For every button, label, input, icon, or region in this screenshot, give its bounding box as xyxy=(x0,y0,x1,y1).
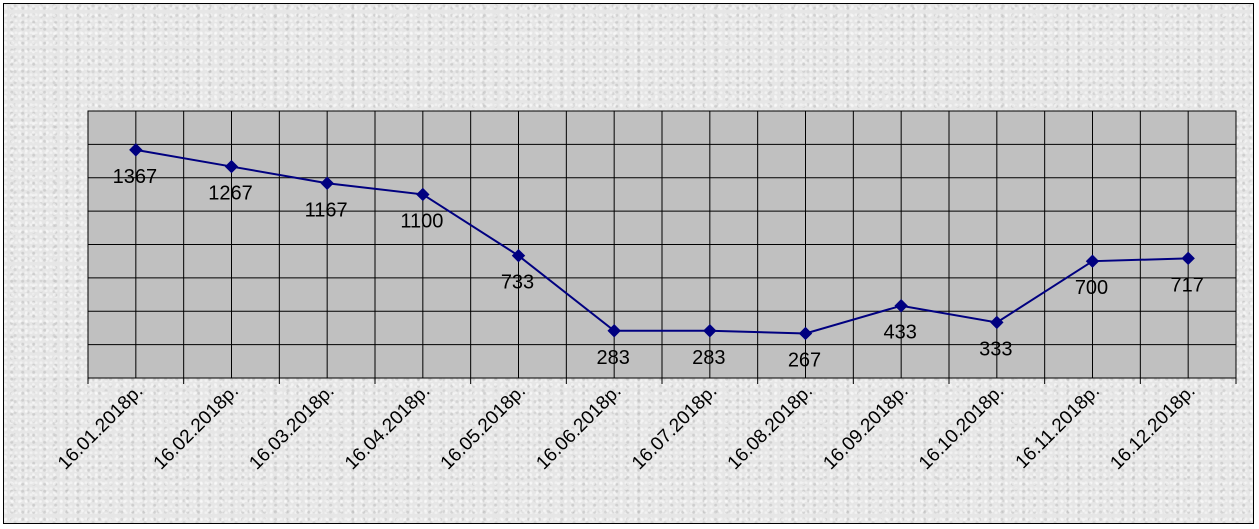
data-point-marker xyxy=(1085,254,1100,268)
data-label: 1267 xyxy=(208,183,253,205)
x-tick-label: 16.10.2018р. xyxy=(915,381,1008,474)
x-tick-label: 16.09.2018р. xyxy=(819,381,912,474)
x-tick-label: 16.04.2018р. xyxy=(341,381,434,474)
data-point-marker xyxy=(894,299,908,313)
data-markers xyxy=(129,143,1195,341)
x-tick-label: 16.11.2018р. xyxy=(1012,381,1104,473)
x-tick-labels: 16.01.2018р. 16.02.2018р. 16.03.2018р. 16.0… xyxy=(54,381,1200,474)
data-point-marker xyxy=(1181,251,1195,266)
data-labels: 1367 1267 1167 1100 733 283 283 267 433 333 700 717 xyxy=(113,166,1204,372)
chart-frame: 1367 1267 1167 1100 733 283 283 267 433 333 700 717… xyxy=(3,3,1254,524)
data-label: 1367 xyxy=(113,166,158,188)
data-point-marker xyxy=(607,324,621,338)
data-point-marker xyxy=(990,315,1004,330)
data-label: 700 xyxy=(1075,277,1108,299)
data-label: 433 xyxy=(883,322,916,344)
x-tick-label: 16.06.2018р. xyxy=(532,381,625,474)
data-label: 1167 xyxy=(305,199,348,221)
x-axis xyxy=(87,377,1237,384)
data-point-marker xyxy=(129,143,143,157)
x-tick-label: 16.07.2018р. xyxy=(628,381,721,474)
data-point-marker xyxy=(703,324,717,338)
x-tick-label: 16.03.2018р. xyxy=(245,381,338,474)
x-tick-label: 16.02.2018р. xyxy=(150,381,243,474)
data-point-marker xyxy=(416,187,430,202)
data-label: 267 xyxy=(788,349,821,371)
series-line-group xyxy=(135,148,1189,335)
x-tick-label: 16.01.2018р. xyxy=(54,381,147,474)
data-label: 1100 xyxy=(400,210,443,232)
data-label: 717 xyxy=(1170,274,1203,296)
x-tick-label: 16.05.2018р. xyxy=(437,381,530,474)
x-tick-label: 16.12.2018р. xyxy=(1106,381,1199,474)
data-label: 283 xyxy=(596,347,629,369)
data-label: 733 xyxy=(501,272,534,294)
data-point-marker xyxy=(320,176,334,190)
x-tick-label: 16.08.2018р. xyxy=(724,381,817,474)
data-label: 283 xyxy=(692,347,725,369)
data-point-marker xyxy=(224,159,239,174)
data-point-marker xyxy=(798,326,813,341)
data-label: 333 xyxy=(979,338,1012,360)
line-chart: 1367 1267 1167 1100 733 283 283 267 433 333 700 717… xyxy=(54,110,1237,474)
grid-lines xyxy=(88,111,1236,378)
data-point-marker xyxy=(511,248,526,263)
series-line xyxy=(135,148,1189,335)
